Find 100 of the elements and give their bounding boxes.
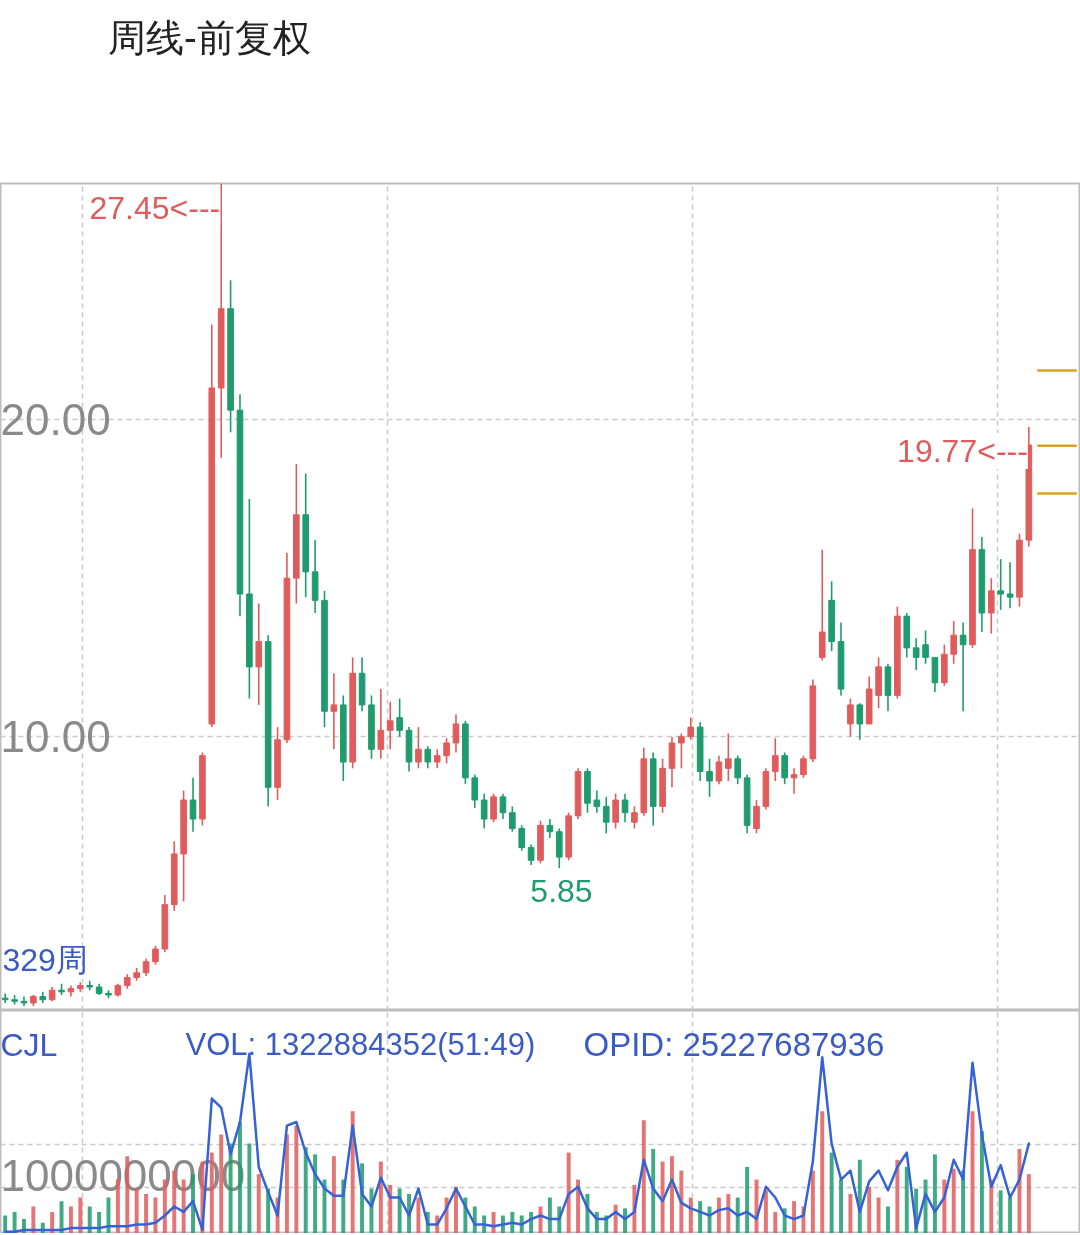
candlestick xyxy=(856,702,864,741)
candlestick xyxy=(471,773,479,809)
candlestick xyxy=(959,621,967,713)
annotation: 19.77<--- xyxy=(897,432,1028,469)
bar xyxy=(867,1186,872,1233)
bar xyxy=(698,1201,703,1233)
bar xyxy=(31,1206,36,1233)
bar xyxy=(848,1193,853,1233)
bar xyxy=(284,1134,289,1233)
bar xyxy=(68,1206,73,1233)
candlestick xyxy=(678,732,685,770)
bar xyxy=(378,1161,383,1233)
candlestick xyxy=(593,789,601,814)
bar xyxy=(688,1197,693,1233)
bar xyxy=(303,1147,308,1233)
candlestick xyxy=(950,620,958,665)
bar xyxy=(660,1161,665,1233)
candlestick xyxy=(415,726,422,770)
candlestick xyxy=(997,558,1004,611)
candlestick xyxy=(631,805,638,830)
candlestick xyxy=(152,945,159,966)
bar xyxy=(707,1206,712,1233)
candlestick xyxy=(1006,561,1014,610)
candlestick xyxy=(912,637,920,671)
bar xyxy=(886,1206,890,1233)
bar xyxy=(97,1211,102,1233)
bar xyxy=(839,1179,843,1233)
bar xyxy=(895,1159,900,1233)
bar xyxy=(810,1170,815,1233)
bar xyxy=(932,1154,937,1233)
candlestick xyxy=(527,843,535,866)
candlestick xyxy=(602,796,610,835)
candlestick xyxy=(452,713,460,754)
bar xyxy=(416,1197,421,1233)
annotation: 329周 xyxy=(2,941,88,978)
candlestick xyxy=(480,792,488,830)
candlestick xyxy=(1,992,9,1004)
annotation: CJL xyxy=(0,1026,58,1063)
candlestick xyxy=(687,716,695,741)
candlestick xyxy=(518,824,526,852)
bar xyxy=(651,1148,656,1233)
candlestick xyxy=(621,792,629,824)
bar xyxy=(566,1152,571,1233)
bar xyxy=(144,1193,149,1233)
bar xyxy=(247,1143,252,1233)
bar xyxy=(670,1156,674,1233)
bar xyxy=(951,1168,956,1233)
annotation: 27.45<--- xyxy=(89,189,221,226)
bar xyxy=(59,1201,64,1233)
candlestick xyxy=(424,745,432,770)
annotation: OPID: 25227687936 xyxy=(583,1026,885,1063)
candlestick xyxy=(433,748,441,770)
bar xyxy=(256,1174,261,1233)
candlestick xyxy=(706,758,713,798)
candlestick xyxy=(734,754,742,785)
candlestick xyxy=(847,697,854,738)
bar xyxy=(78,1197,83,1233)
bar xyxy=(716,1197,721,1233)
annotation: 5.85 xyxy=(530,872,593,909)
bar xyxy=(641,1120,646,1233)
bar xyxy=(50,1211,55,1233)
candlestick xyxy=(330,672,338,751)
bar xyxy=(87,1206,92,1233)
candlestick xyxy=(377,688,385,760)
bar xyxy=(904,1166,909,1233)
candlestick xyxy=(800,754,807,779)
bar xyxy=(397,1188,402,1233)
bar xyxy=(1017,1148,1022,1233)
candlestick xyxy=(781,751,788,785)
bar xyxy=(820,1111,825,1233)
bar xyxy=(773,1211,778,1233)
bar xyxy=(294,1125,299,1233)
bar xyxy=(1026,1174,1031,1233)
y-tick-label: 10.00 xyxy=(0,712,111,762)
candlestick xyxy=(499,792,507,820)
bar xyxy=(576,1179,581,1233)
candlestick xyxy=(771,737,779,782)
candlestick xyxy=(753,799,760,835)
candlestick xyxy=(612,792,619,830)
candlestick xyxy=(490,792,497,824)
bar xyxy=(679,1170,684,1233)
candlestick xyxy=(189,777,197,833)
candlestick xyxy=(509,805,516,833)
bar xyxy=(726,1193,731,1233)
bar xyxy=(763,1190,768,1233)
candlestick xyxy=(987,577,995,635)
chart-title: 周线-前复权 xyxy=(108,16,311,61)
bar xyxy=(876,1197,881,1233)
candlestick xyxy=(715,754,723,785)
candlestick xyxy=(546,818,554,839)
bar xyxy=(979,1130,984,1233)
candlestick xyxy=(443,737,450,765)
candlestick xyxy=(790,767,798,795)
bar xyxy=(745,1166,750,1233)
annotation: VOL: 1322884352(51:49) xyxy=(185,1027,536,1062)
bar xyxy=(829,1152,834,1233)
bar xyxy=(735,1197,740,1233)
bar xyxy=(1008,1197,1013,1233)
candlestick xyxy=(396,697,403,738)
candlestick xyxy=(386,700,394,751)
